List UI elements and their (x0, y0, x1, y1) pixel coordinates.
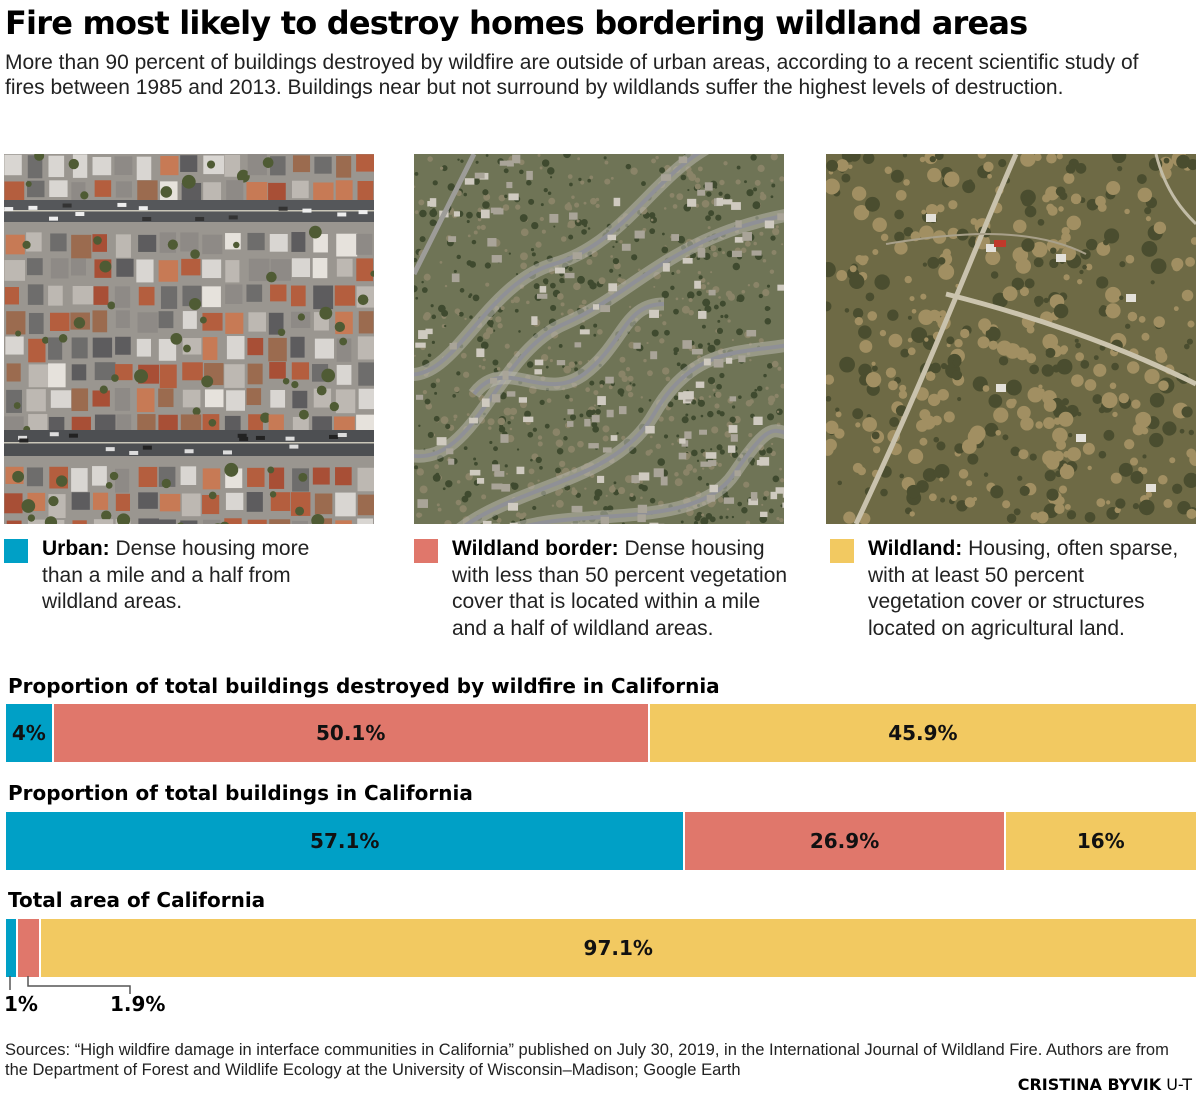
legend-item-urban: Urban: Dense housing more than a mile an… (4, 536, 349, 616)
legend-label-wildland: Wildland: (868, 537, 963, 560)
wildland-border-aerial-photo (414, 154, 784, 524)
bar-segment-urban: 57.1% (6, 812, 686, 870)
legend-item-wildland-border: Wildland border: Dense housing with less… (414, 536, 794, 642)
sources-note: Sources: “High wildfire damage in interf… (5, 1041, 1169, 1079)
bar-segment-wildland: 97.1% (40, 919, 1196, 977)
wildland-aerial-photo (826, 154, 1196, 524)
stacked-bar-destroyed: 4% 50.1% 45.9% (6, 704, 1196, 762)
callout-label-border-area: 1.9% (110, 992, 166, 1016)
legend-label-wildland-border: Wildland border: (452, 537, 619, 560)
urban-aerial-photo (4, 154, 374, 524)
bar-segment-urban: 4% (6, 704, 54, 762)
stacked-bar-total-buildings: 57.1% 26.9% 16% (6, 812, 1196, 870)
legend-item-wildland: Wildland: Housing, often sparse, with at… (830, 536, 1185, 642)
bar-title-total-buildings: Proportion of total buildings in Califor… (8, 781, 473, 805)
bar-segment-wildland: 45.9% (649, 704, 1196, 762)
bar-value-label: 26.9% (809, 829, 880, 853)
legend-swatch-wildland-border (414, 539, 438, 563)
credit-name: CRISTINA BYVIK (1017, 1075, 1162, 1094)
legend-text-wildland-border: Dense housing with less than 50 percent … (452, 537, 788, 640)
bar-segment-urban (6, 919, 18, 977)
bar-value-label: 45.9% (888, 721, 958, 745)
bar-value-label: 4% (11, 721, 46, 745)
bar-segment-wildland-border: 50.1% (53, 704, 650, 762)
credit-line: CRISTINA BYVIK U-T (1018, 1075, 1192, 1094)
stacked-bar-total-area: 97.1% (6, 919, 1196, 977)
bar-segment-wildland-border: 26.9% (685, 812, 1006, 870)
legend-swatch-urban (4, 539, 28, 563)
legend-text-urban: Dense housing more than a mile and a hal… (42, 537, 310, 613)
callout-label-urban-area: 1% (4, 992, 38, 1016)
callout-leader-lines (9, 976, 131, 994)
bar-title-total-area: Total area of California (8, 888, 266, 912)
bar-value-label: 16% (1076, 829, 1125, 853)
bar-segment-wildland: 16% (1005, 812, 1196, 870)
credit-org: U-T (1166, 1075, 1192, 1094)
legend-label-urban: Urban: (42, 537, 110, 560)
bar-value-label: 50.1% (315, 721, 386, 745)
bar-value-label: 57.1% (310, 829, 380, 853)
legend-text-wildland: Housing, often sparse, with at least 50 … (868, 537, 1179, 640)
bar-segment-wildland-border (17, 919, 41, 977)
chart-subtitle: More than 90 percent of buildings destro… (5, 51, 1139, 99)
bar-value-label: 97.1% (583, 936, 653, 960)
legend-swatch-wildland (830, 539, 854, 563)
chart-title: Fire most likely to destroy homes border… (5, 4, 1028, 42)
bar-title-destroyed: Proportion of total buildings destroyed … (8, 674, 720, 698)
